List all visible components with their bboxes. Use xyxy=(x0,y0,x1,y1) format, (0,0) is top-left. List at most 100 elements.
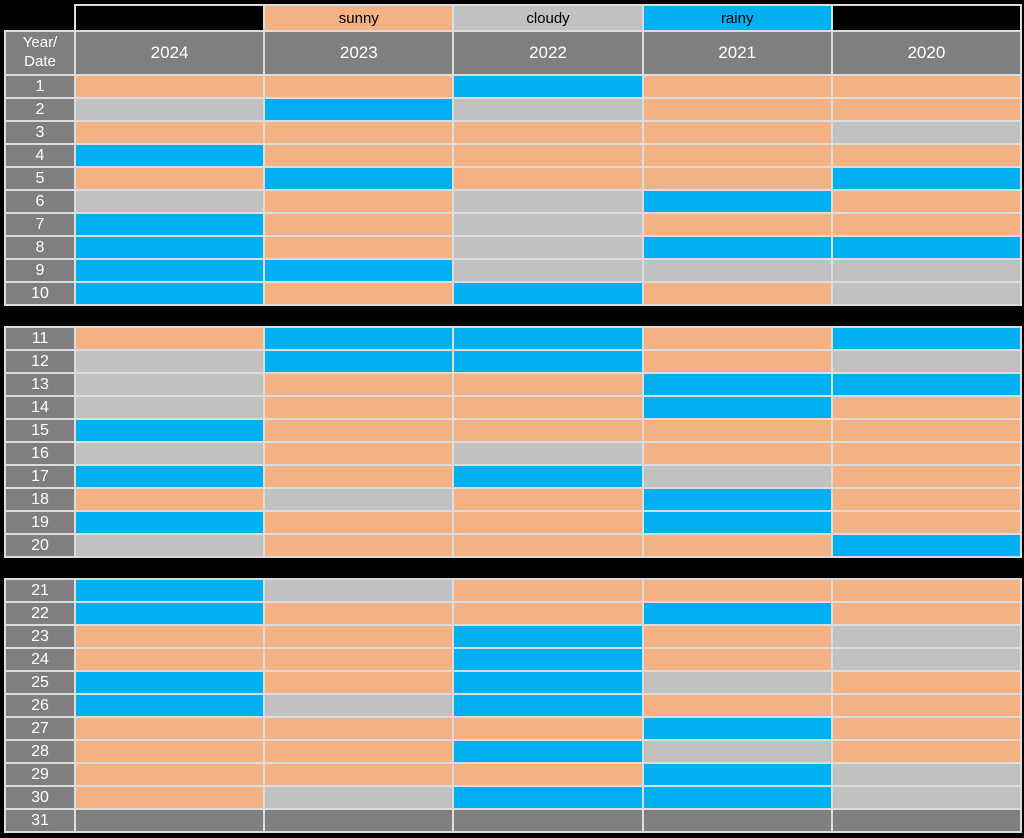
weather-cell-2022-6 xyxy=(454,191,642,212)
weather-cell-2020-29 xyxy=(832,764,1020,785)
date-cell-1: 1 xyxy=(6,76,74,97)
weather-cell-2023-16 xyxy=(265,443,453,464)
weather-cell-2023-21 xyxy=(265,580,453,601)
weather-cell-2024-1 xyxy=(76,76,264,97)
weather-cell-2024-12 xyxy=(76,351,264,372)
weather-cell-2020-31 xyxy=(832,810,1020,831)
date-cell-24: 24 xyxy=(6,649,74,670)
weather-cell-2020-30 xyxy=(832,787,1020,808)
weather-cell-2022-27 xyxy=(454,718,642,739)
date-cell-19: 19 xyxy=(6,512,74,533)
weather-cell-2021-18 xyxy=(643,489,831,510)
date-cell-29: 29 xyxy=(6,764,74,785)
legend-item-blank-left xyxy=(76,6,264,30)
weather-cell-2024-6 xyxy=(76,191,264,212)
weather-cell-2021-11 xyxy=(643,328,831,349)
weather-cell-2024-22 xyxy=(76,603,264,624)
weather-cell-2020-7 xyxy=(832,214,1020,235)
weather-cell-2020-6 xyxy=(832,191,1020,212)
weather-cell-2024-23 xyxy=(76,626,264,647)
weather-cell-2021-14 xyxy=(643,397,831,418)
weather-cell-2022-5 xyxy=(454,168,642,189)
weather-cell-2020-27 xyxy=(832,718,1020,739)
legend-item-blank-right xyxy=(832,6,1020,30)
weather-cell-2022-20 xyxy=(454,535,642,556)
weather-cell-2020-5 xyxy=(832,168,1020,189)
weather-cell-2023-11 xyxy=(265,328,453,349)
weather-cell-2023-25 xyxy=(265,672,453,693)
weather-cell-2021-12 xyxy=(643,351,831,372)
weather-cell-2023-29 xyxy=(265,764,453,785)
weather-cell-2020-18 xyxy=(832,489,1020,510)
weather-cell-2021-22 xyxy=(643,603,831,624)
weather-cell-2023-12 xyxy=(265,351,453,372)
weather-cell-2022-22 xyxy=(454,603,642,624)
weather-cell-2024-7 xyxy=(76,214,264,235)
weather-cell-2024-29 xyxy=(76,764,264,785)
weather-cell-2020-4 xyxy=(832,145,1020,166)
weather-cell-2020-17 xyxy=(832,466,1020,487)
weather-cell-2021-15 xyxy=(643,420,831,441)
weather-cell-2020-25 xyxy=(832,672,1020,693)
weather-cell-2022-11 xyxy=(454,328,642,349)
date-cell-15: 15 xyxy=(6,420,74,441)
legend-item-rainy: rainy xyxy=(643,6,831,30)
weather-cell-2022-21 xyxy=(454,580,642,601)
weather-cell-2021-17 xyxy=(643,466,831,487)
weather-cell-2021-16 xyxy=(643,443,831,464)
weather-cell-2021-27 xyxy=(643,718,831,739)
weather-cell-2020-15 xyxy=(832,420,1020,441)
date-cell-13: 13 xyxy=(6,374,74,395)
weather-cell-2022-18 xyxy=(454,489,642,510)
weather-cell-2024-28 xyxy=(76,741,264,762)
date-cell-28: 28 xyxy=(6,741,74,762)
weather-cell-2024-16 xyxy=(76,443,264,464)
weather-cell-2020-11 xyxy=(832,328,1020,349)
weather-cell-2024-20 xyxy=(76,535,264,556)
weather-cell-2021-6 xyxy=(643,191,831,212)
weather-cell-2023-7 xyxy=(265,214,453,235)
table-section-2: 11 12 13 14 15 16 17 18 19 20 xyxy=(4,326,1022,558)
date-cell-31: 31 xyxy=(6,810,74,831)
weather-cell-2021-19 xyxy=(643,512,831,533)
weather-cell-2021-7 xyxy=(643,214,831,235)
weather-cell-2022-13 xyxy=(454,374,642,395)
weather-cell-2024-8 xyxy=(76,237,264,258)
weather-cell-2024-27 xyxy=(76,718,264,739)
weather-cell-2021-31 xyxy=(643,810,831,831)
weather-cell-2022-24 xyxy=(454,649,642,670)
weather-cell-2021-30 xyxy=(643,787,831,808)
date-cell-16: 16 xyxy=(6,443,74,464)
weather-cell-2020-8 xyxy=(832,237,1020,258)
weather-cell-2021-13 xyxy=(643,374,831,395)
date-cell-18: 18 xyxy=(6,489,74,510)
weather-cell-2021-29 xyxy=(643,764,831,785)
weather-cell-2022-14 xyxy=(454,397,642,418)
weather-cell-2020-2 xyxy=(832,99,1020,120)
legend-item-sunny: sunny xyxy=(265,6,453,30)
weather-cell-2020-19 xyxy=(832,512,1020,533)
weather-cell-2020-16 xyxy=(832,443,1020,464)
weather-cell-2023-22 xyxy=(265,603,453,624)
weather-cell-2024-2 xyxy=(76,99,264,120)
date-cell-26: 26 xyxy=(6,695,74,716)
date-cell-25: 25 xyxy=(6,672,74,693)
weather-cell-2023-28 xyxy=(265,741,453,762)
weather-cell-2024-31 xyxy=(76,810,264,831)
weather-cell-2022-31 xyxy=(454,810,642,831)
weather-cell-2022-8 xyxy=(454,237,642,258)
weather-cell-2024-21 xyxy=(76,580,264,601)
weather-cell-2024-24 xyxy=(76,649,264,670)
weather-cell-2020-20 xyxy=(832,535,1020,556)
weather-cell-2022-25 xyxy=(454,672,642,693)
weather-cell-2020-10 xyxy=(832,283,1020,304)
column-header-2024: 2024 xyxy=(76,32,264,74)
weather-cell-2023-14 xyxy=(265,397,453,418)
weather-cell-2022-2 xyxy=(454,99,642,120)
weather-cell-2020-9 xyxy=(832,260,1020,281)
date-cell-27: 27 xyxy=(6,718,74,739)
date-cell-9: 9 xyxy=(6,260,74,281)
weather-cell-2022-28 xyxy=(454,741,642,762)
date-cell-2: 2 xyxy=(6,99,74,120)
weather-cell-2021-9 xyxy=(643,260,831,281)
